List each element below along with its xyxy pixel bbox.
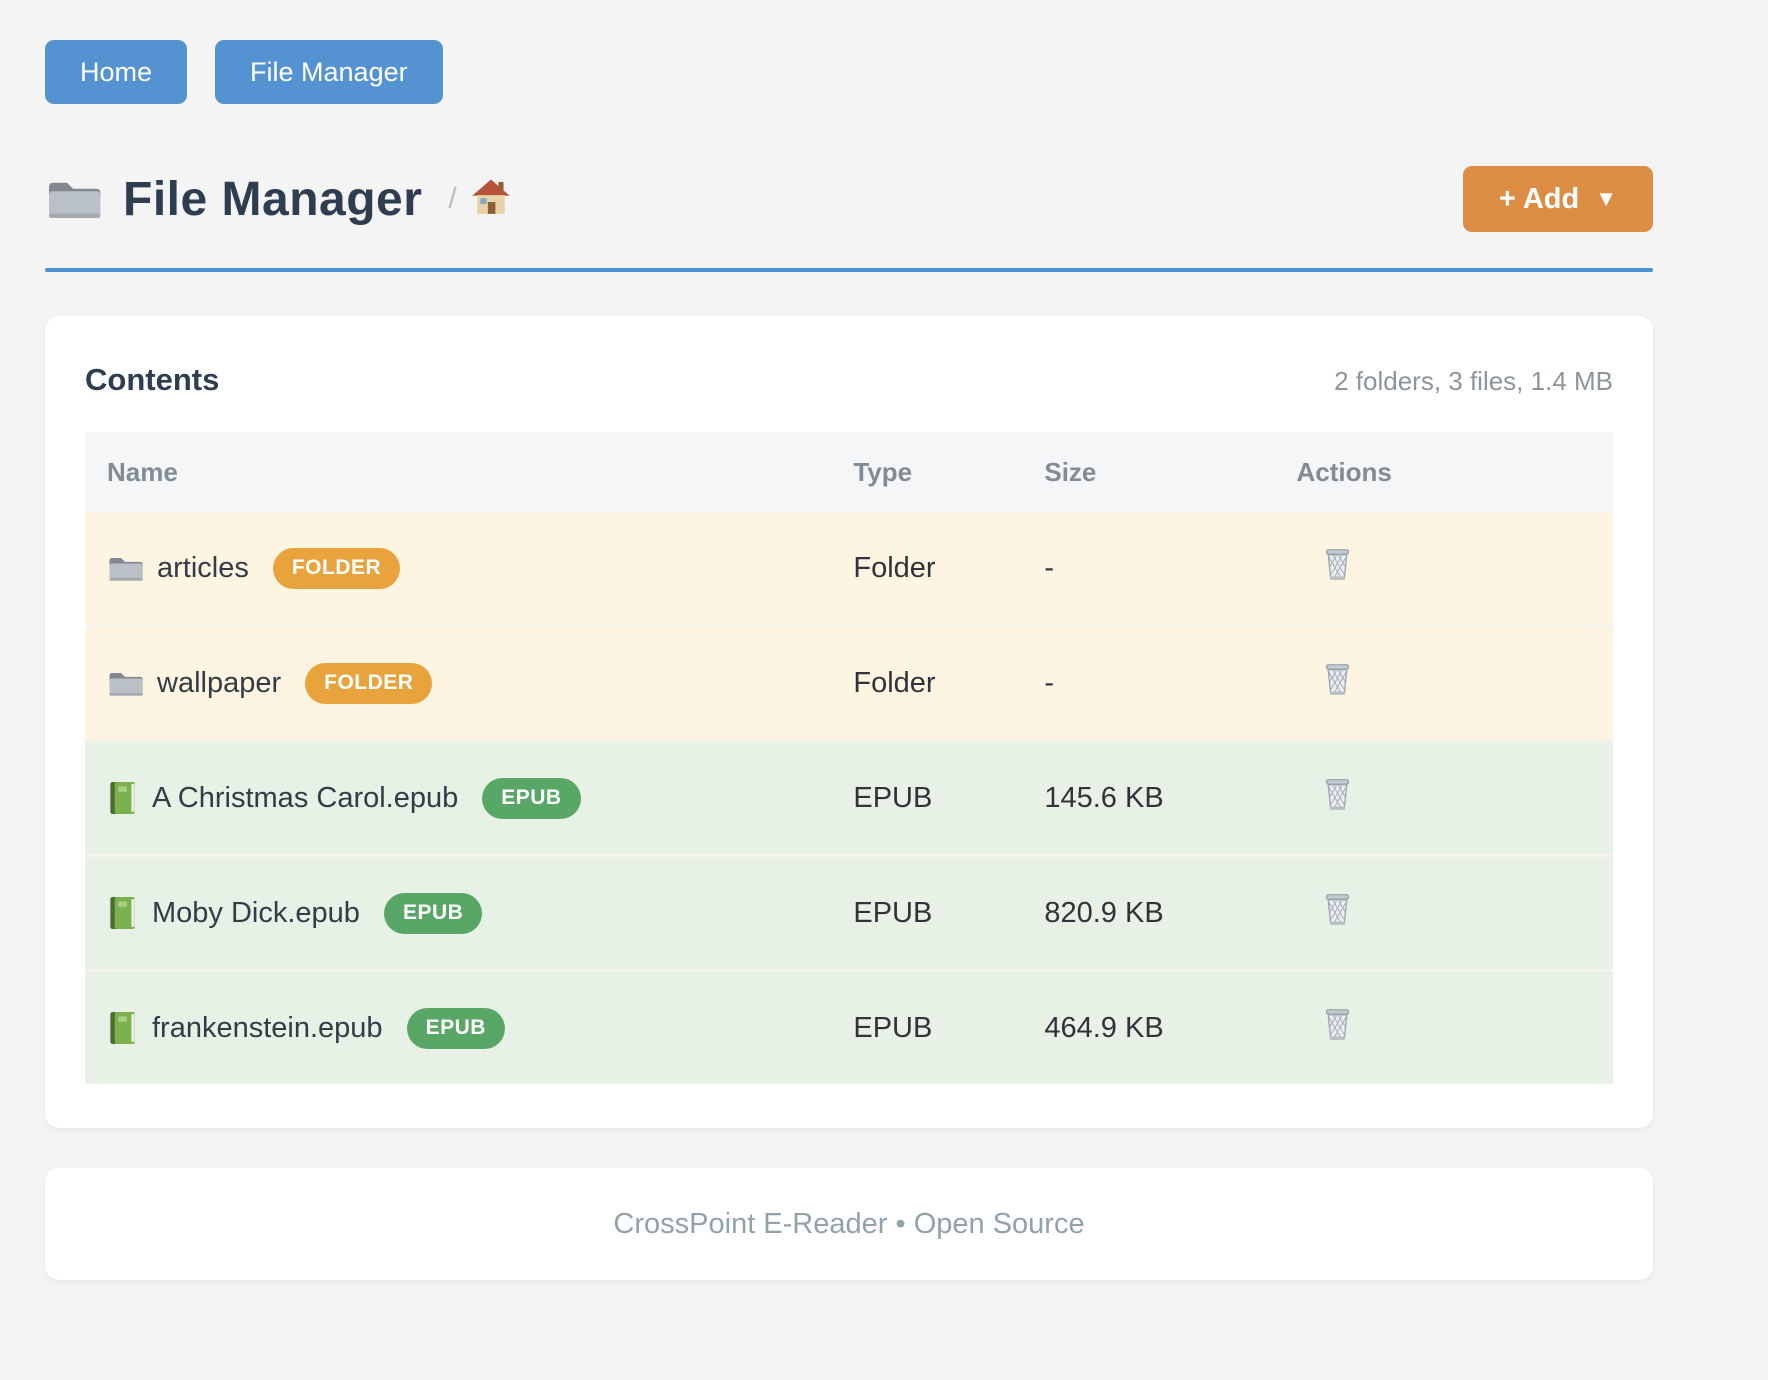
- contents-heading: Contents: [85, 362, 220, 397]
- nav-home-button[interactable]: Home: [45, 40, 188, 104]
- wastebasket-icon: [1322, 1007, 1353, 1045]
- green-book-icon: [107, 1010, 138, 1046]
- type-cell: EPUB: [841, 970, 1033, 1084]
- column-header-size: Size: [1032, 432, 1285, 512]
- column-header-type: Type: [841, 432, 1033, 512]
- footer: CrossPoint E-Reader • Open Source: [45, 1168, 1653, 1280]
- top-nav: Home File Manager: [45, 0, 1653, 104]
- footer-text: CrossPoint E-Reader • Open Source: [613, 1207, 1085, 1240]
- name-cell: Moby Dick.epub EPUB: [97, 892, 841, 934]
- type-badge: FOLDER: [272, 547, 401, 589]
- name-cell: articles FOLDER: [97, 547, 841, 589]
- name-cell: A Christmas Carol.epub EPUB: [97, 777, 841, 819]
- file-table-body: articles FOLDER Folder -: [85, 512, 1613, 1084]
- file-name-link[interactable]: wallpaper: [157, 666, 282, 699]
- file-table: Name Type Size Actions: [85, 432, 1613, 1084]
- size-cell: -: [1032, 512, 1285, 627]
- delete-button[interactable]: [1322, 547, 1353, 585]
- size-cell: 145.6 KB: [1032, 740, 1285, 857]
- file-name-link[interactable]: articles: [157, 551, 249, 584]
- contents-summary: 2 folders, 3 files, 1.4 MB: [1334, 366, 1613, 396]
- wastebasket-icon: [1322, 547, 1353, 585]
- folder-icon: [107, 668, 143, 699]
- type-badge: EPUB: [406, 1007, 505, 1049]
- delete-button[interactable]: [1322, 777, 1353, 815]
- page: Home File Manager File Manager /: [45, 0, 1653, 1280]
- green-book-icon: [107, 780, 138, 816]
- delete-button[interactable]: [1322, 892, 1353, 930]
- type-cell: Folder: [841, 512, 1033, 627]
- file-name-link[interactable]: A Christmas Carol.epub: [152, 781, 459, 814]
- breadcrumb-home-link[interactable]: [471, 178, 511, 221]
- size-cell: -: [1032, 625, 1285, 742]
- delete-button[interactable]: [1322, 662, 1353, 700]
- green-book-icon: [107, 895, 138, 931]
- header-divider: [45, 268, 1653, 272]
- house-icon: [471, 178, 511, 221]
- file-name-link[interactable]: Moby Dick.epub: [152, 896, 360, 929]
- page-title: File Manager: [123, 172, 423, 226]
- nav-file-manager-button[interactable]: File Manager: [215, 40, 443, 104]
- wastebasket-icon: [1322, 662, 1353, 700]
- caret-down-icon: ▼: [1595, 186, 1617, 211]
- breadcrumb-separator: /: [448, 182, 457, 215]
- delete-button[interactable]: [1322, 1007, 1353, 1045]
- folder-icon: [45, 175, 101, 223]
- table-row: Moby Dick.epub EPUB EPUB 820.9 KB: [85, 855, 1613, 972]
- contents-card: Contents 2 folders, 3 files, 1.4 MB Name…: [45, 316, 1653, 1128]
- type-badge: EPUB: [383, 892, 483, 934]
- table-row: A Christmas Carol.epub EPUB EPUB 145.6 K…: [85, 740, 1613, 857]
- wastebasket-icon: [1322, 892, 1353, 930]
- type-badge: FOLDER: [305, 662, 433, 704]
- name-cell: wallpaper FOLDER: [97, 662, 841, 704]
- wastebasket-icon: [1322, 777, 1353, 815]
- size-cell: 464.9 KB: [1032, 970, 1285, 1084]
- table-row: wallpaper FOLDER Folder -: [85, 625, 1613, 742]
- type-cell: EPUB: [841, 855, 1033, 972]
- add-button[interactable]: + Add ▼: [1462, 166, 1653, 232]
- type-badge: EPUB: [482, 777, 581, 819]
- table-header-row: Name Type Size Actions: [85, 432, 1613, 512]
- type-cell: EPUB: [841, 740, 1033, 857]
- contents-card-header: Contents 2 folders, 3 files, 1.4 MB: [85, 362, 1613, 398]
- file-name-link[interactable]: frankenstein.epub: [152, 1011, 383, 1044]
- type-cell: Folder: [841, 625, 1033, 742]
- folder-icon: [107, 553, 143, 584]
- name-cell: frankenstein.epub EPUB: [97, 1007, 841, 1049]
- add-button-label: + Add: [1498, 182, 1580, 215]
- table-row: articles FOLDER Folder -: [85, 512, 1613, 627]
- table-row: frankenstein.epub EPUB EPUB 464.9 KB: [85, 970, 1613, 1084]
- column-header-actions: Actions: [1284, 432, 1613, 512]
- column-header-name: Name: [85, 432, 842, 512]
- size-cell: 820.9 KB: [1032, 855, 1285, 972]
- page-header: File Manager / + Add ▼: [45, 166, 1653, 232]
